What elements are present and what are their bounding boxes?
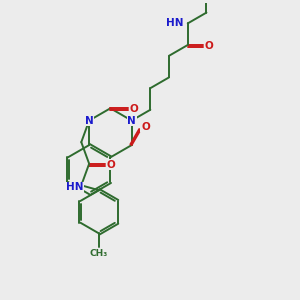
Text: O: O [141,122,150,132]
Text: O: O [130,104,138,114]
Text: N: N [85,116,94,126]
Text: O: O [205,41,214,51]
Text: N: N [127,116,136,126]
Text: O: O [106,160,115,170]
Text: CH₃: CH₃ [90,249,108,258]
Text: HN: HN [166,18,184,28]
Text: HN: HN [66,182,83,192]
